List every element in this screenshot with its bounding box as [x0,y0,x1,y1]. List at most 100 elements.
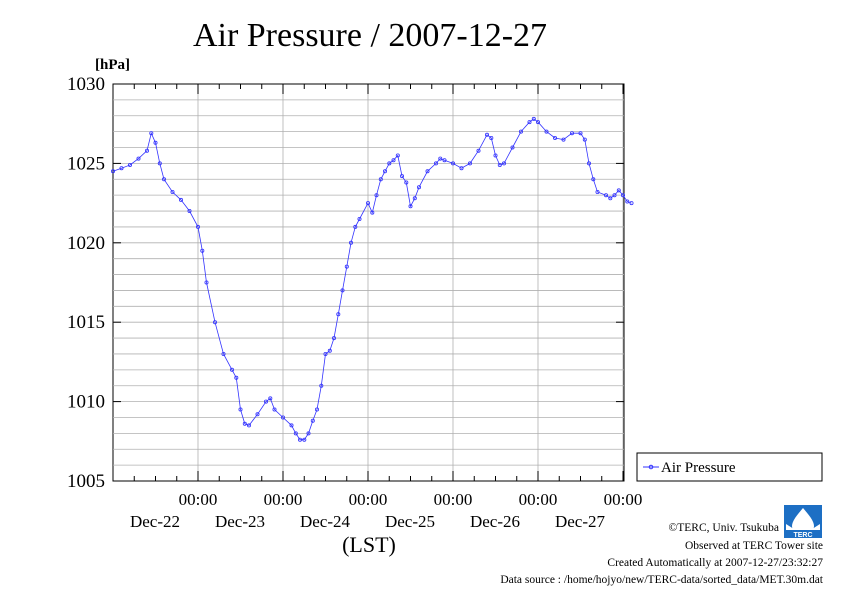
data-point [433,161,438,166]
data-point [476,148,481,153]
data-point [578,131,583,136]
legend-box [636,452,823,482]
data-point [268,396,273,401]
data-point [234,375,239,380]
x-tick-time-label: 00:00 [349,490,388,509]
data-point [493,153,498,158]
data-point [612,193,617,198]
data-point [353,224,358,229]
data-point [374,193,379,198]
data-point [200,248,205,253]
data-point [255,412,260,417]
x-tick-time-label: 00:00 [264,490,303,509]
legend-entry-air-pressure: Air Pressure [661,460,736,476]
data-point [519,129,524,134]
credit-copyright: ©TERC, Univ. Tsukuba [669,522,779,534]
data-point [527,120,532,125]
grid-lines [113,84,624,481]
data-point [289,423,294,428]
data-point [327,348,332,353]
data-point [391,158,396,163]
data-point [370,210,375,215]
x-tick-time-label: 00:00 [434,490,473,509]
data-point [408,204,413,209]
data-point [442,158,447,163]
data-point [136,156,141,161]
data-point [272,407,277,412]
data-point [497,162,502,167]
data-point [395,153,400,158]
data-point [625,199,630,204]
data-point [608,196,613,201]
credit-observed: Observed at TERC Tower site [685,540,823,552]
data-point [553,135,558,140]
series-line-air-pressure [112,118,632,441]
data-point [340,288,345,293]
data-point [293,431,298,436]
data-point [510,145,515,150]
data-point [314,407,319,412]
data-point [570,131,575,136]
data-point [604,193,609,198]
legend: Air Pressure [636,452,823,482]
data-point [544,129,549,134]
x-axis-label: (LST) [342,532,396,557]
data-point [591,177,596,182]
y-tick-label: 1005 [67,471,105,492]
data-point [365,201,370,206]
data-point [501,161,506,166]
data-point [323,351,328,356]
data-point [263,399,268,404]
data-point [587,161,592,166]
data-point [416,185,421,190]
data-point [459,166,464,171]
x-tick-time-label: 00:00 [519,490,558,509]
data-point [127,162,132,167]
data-point [387,161,392,166]
x-tick-time-label: 00:00 [604,490,643,509]
x-tick-date-label: Dec-24 [300,512,351,531]
y-tick-label: 1025 [67,153,105,174]
x-tick-date-label: Dec-22 [130,512,180,531]
data-point [595,189,600,194]
chart-title: Air Pressure / 2007-12-27 [193,17,547,54]
data-point [382,169,387,174]
y-tick-label: 1010 [67,392,105,413]
data-point [450,161,455,166]
y-tick-label: 1030 [67,74,105,95]
data-point [399,174,404,179]
data-point [170,189,175,194]
data-point [348,240,353,245]
data-point [336,312,341,317]
x-tick-time-label: 00:00 [179,490,218,509]
data-point [310,418,315,423]
data-point [242,421,247,426]
data-point [467,161,472,166]
x-axis: 00:00 Dec-22 00:00 Dec-23 00:00 Dec-24 00:00 De… [112,84,643,531]
data-point [404,180,409,185]
y-tick-label: 1015 [67,312,105,333]
data-point [212,320,217,325]
data-point [629,201,634,206]
data-point [331,336,336,341]
data-point [178,197,183,202]
data-point [582,137,587,142]
y-axis: 1005 1010 1015 1020 1025 1030 [67,74,624,492]
data-point [195,224,200,229]
data-point [425,169,430,174]
data-point [280,415,285,420]
credit-data-source: Data source : /home/hojyo/new/TERC-data/… [500,574,823,586]
data-point [536,120,541,125]
x-tick-date-label: Dec-27 [555,512,606,531]
logo-text: TERC [793,532,812,539]
data-point [149,131,154,136]
data-point [221,351,226,356]
data-point [616,188,621,193]
data-point [161,177,166,182]
series-layer [111,116,634,442]
plot-area [112,83,625,482]
data-point [229,367,234,372]
data-point [297,437,302,442]
data-point [621,193,626,198]
